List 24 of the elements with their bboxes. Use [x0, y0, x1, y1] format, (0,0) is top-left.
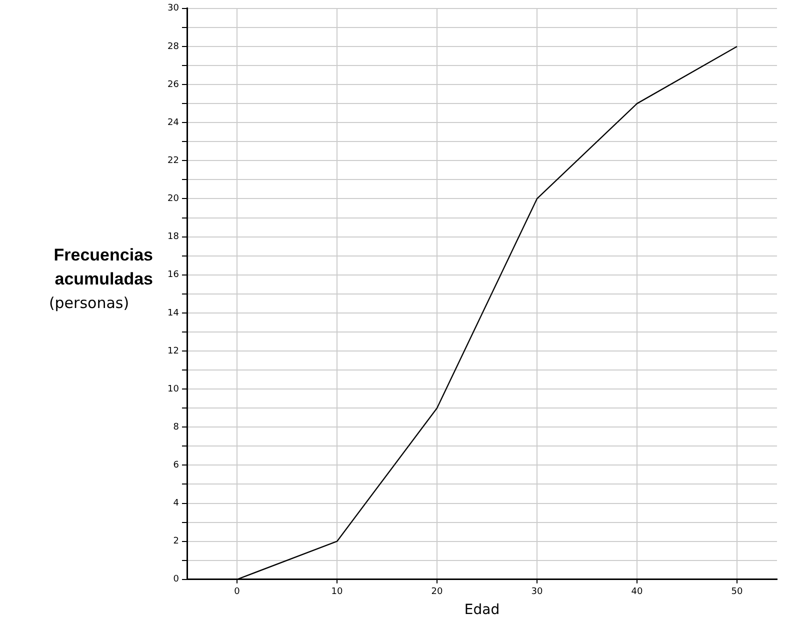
- y-tick-label: 4: [173, 498, 180, 509]
- y-tick-label: 14: [168, 308, 180, 318]
- y-tick-label: 22: [168, 156, 179, 166]
- y-tick-label: 26: [168, 80, 180, 90]
- y-tick-label: 12: [168, 346, 179, 356]
- y-tick-label: 18: [168, 232, 180, 242]
- y-tick-label: 28: [168, 42, 180, 52]
- y-tick-label: 2: [173, 536, 179, 547]
- x-tick-label: 20: [431, 587, 443, 598]
- y-axis-title: Frecuencias acumuladas (personas): [48, 246, 153, 312]
- y-tick-label: 20: [168, 194, 180, 204]
- y-tick-label: 0: [173, 574, 180, 585]
- y-tick-label: 30: [168, 4, 180, 14]
- x-tick-label: 10: [331, 587, 343, 598]
- y-tick-label: 8: [173, 422, 180, 432]
- x-axis-title: Edad: [464, 602, 500, 618]
- x-tick-label: 40: [631, 587, 643, 598]
- y-tick-label: 6: [173, 460, 180, 471]
- x-tick-label: 0: [234, 587, 240, 598]
- y-tick-label: 16: [168, 270, 180, 280]
- y-tick-label: 10: [168, 384, 180, 394]
- x-tick-label: 50: [731, 587, 743, 598]
- y-tick-label: 24: [168, 118, 180, 128]
- x-tick-label: 30: [531, 587, 543, 598]
